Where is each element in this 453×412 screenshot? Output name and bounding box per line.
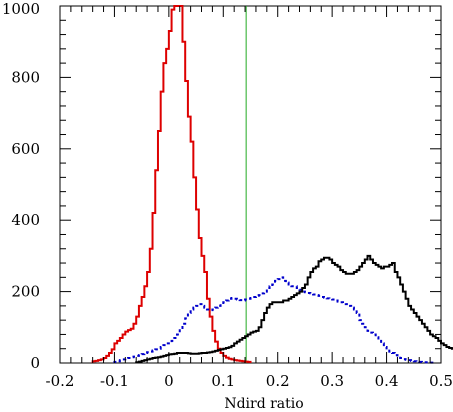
series-layer [91,5,453,364]
series-2-histogram [113,276,437,364]
series-3-histogram [135,254,453,364]
plot-frame [59,5,442,364]
x-tick-label: 0.2 [266,372,290,390]
series-1-histogram [91,5,252,363]
y-tick-label: 800 [11,68,40,86]
x-tick-label: 0.4 [375,372,399,390]
y-tick-label: 200 [11,283,40,301]
x-tick-label: 0 [164,372,174,390]
y-tick-label: 1000 [2,0,40,18]
x-axis-title: Ndird ratio [224,396,303,412]
y-tick-label: 400 [11,211,40,229]
tick-layer [59,5,442,364]
y-tick-label: 600 [11,140,40,158]
x-tick-label: -0.1 [100,372,129,390]
x-tick-label: -0.2 [46,372,75,390]
x-tick-label: 0.3 [320,372,344,390]
y-tick-label: 0 [30,354,40,372]
tick-label-layer: -0.2 -0.1 0 0.1 0.2 0.3 0.4 0.5 0 200 400 600 800 100… [2,0,453,390]
x-tick-label: 0.5 [429,372,453,390]
x-tick-label: 0.1 [211,372,235,390]
